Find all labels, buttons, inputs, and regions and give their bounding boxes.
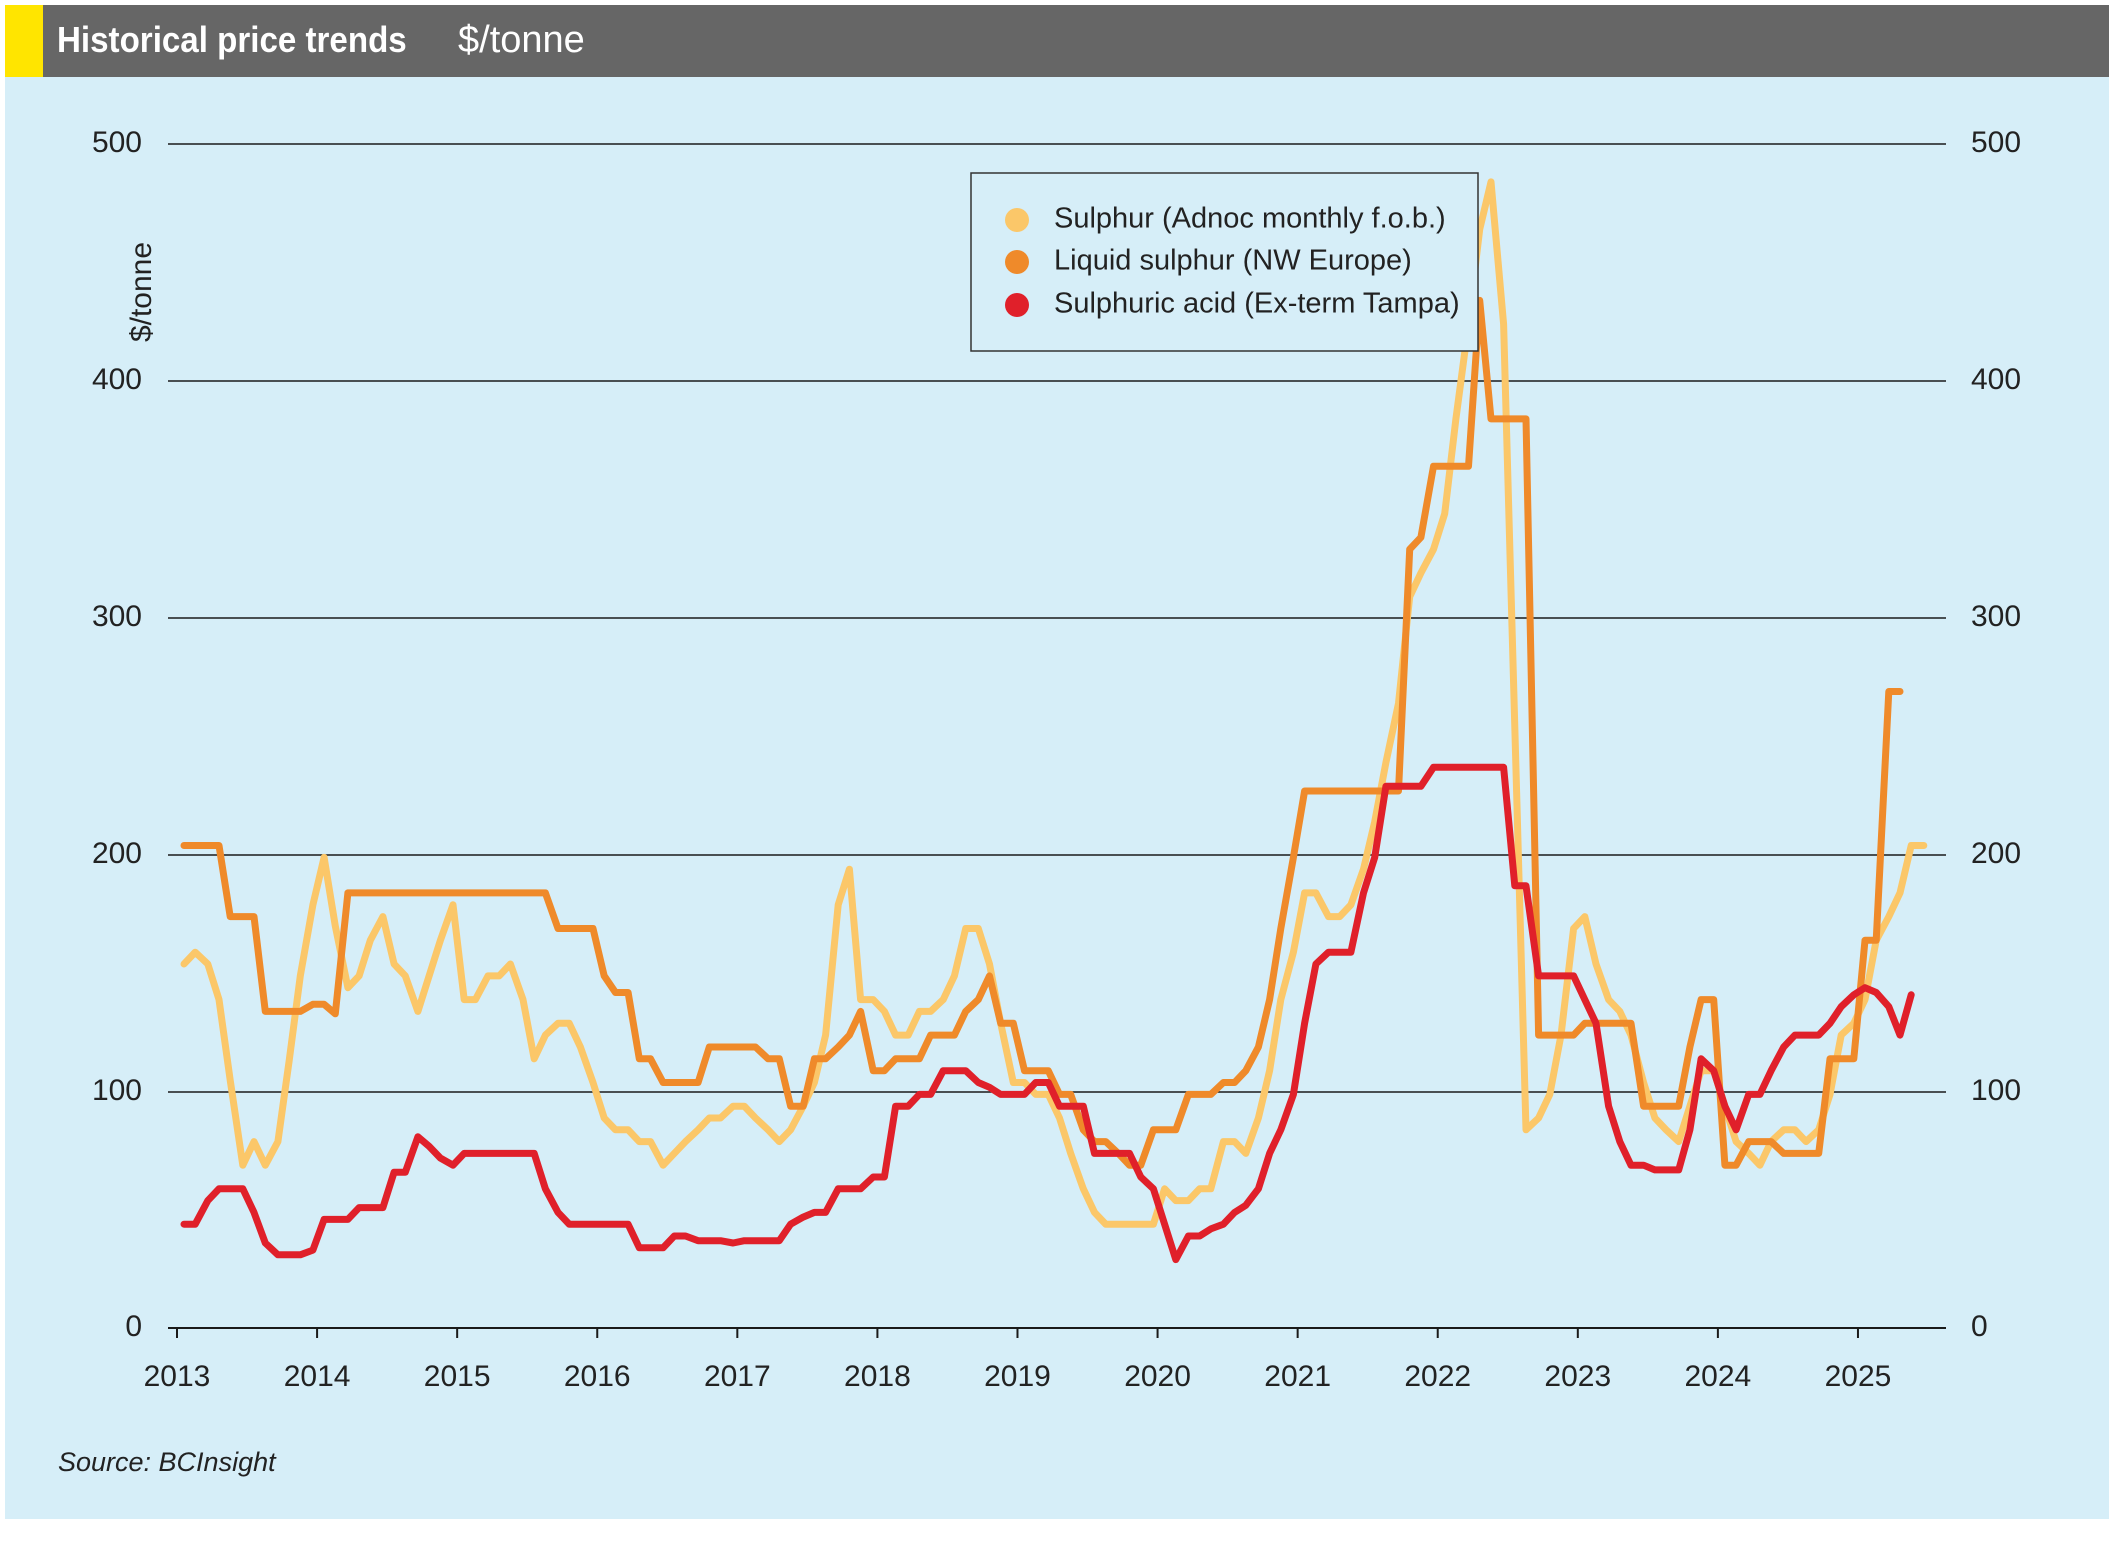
x-axis: 2013 2014 2015 2016 2017 2018 2019 2020 2021 2022… [144,1328,1892,1393]
x-tick-label: 2013 [144,1360,211,1393]
y-tick-label-left: 400 [92,363,142,396]
y-tick-label-left: 0 [125,1310,142,1343]
y-tick-label-right: 0 [1971,1310,1988,1343]
x-tick-label: 2017 [704,1360,771,1393]
x-tick-label: 2015 [424,1360,491,1393]
y-axis-title: $/tonne [125,242,158,342]
x-tick-label: 2020 [1124,1360,1191,1393]
x-tick-label: 2018 [844,1360,911,1393]
y-tick-label-left: 500 [92,126,142,159]
x-tick-label: 2025 [1825,1360,1892,1393]
legend-label-2: Liquid sulphur (NW Europe) [1054,245,1412,277]
chart-header: Historical price trends $/tonne [5,5,2109,77]
legend-label-1: Sulphur (Adnoc monthly f.o.b.) [1054,203,1446,235]
chart-title: Historical price trends [57,19,407,60]
series-line-3 [180,763,1915,1264]
legend-label-3: Sulphuric acid (Ex-term Tampa) [1054,288,1460,320]
legend-marker-3 [1005,293,1029,317]
series-line-2 [180,296,1904,1169]
y-axis-right: 0 100 200 300 400 500 [1971,126,2021,1343]
y-tick-label-right: 200 [1971,837,2021,870]
series-group [180,178,1928,1264]
legend-marker-1 [1005,208,1029,232]
y-tick-label-left: 300 [92,600,142,633]
y-tick-label-left: 200 [92,837,142,870]
x-tick-label: 2021 [1264,1360,1331,1393]
legend-marker-2 [1005,250,1029,274]
y-tick-label-right: 300 [1971,600,2021,633]
legend: Sulphur (Adnoc monthly f.o.b.) Liquid sul… [970,172,1479,352]
x-tick-label: 2014 [284,1360,351,1393]
y-tick-label-right: 400 [1971,363,2021,396]
x-tick-label: 2024 [1685,1360,1752,1393]
y-tick-label-right: 500 [1971,126,2021,159]
x-tick-label: 2023 [1544,1360,1611,1393]
y-tick-label-right: 100 [1971,1074,2021,1107]
source-note: Source: BCInsight [58,1447,277,1477]
x-tick-label: 2022 [1404,1360,1471,1393]
header-accent-bar [5,5,43,77]
legend-box [970,172,1479,352]
y-tick-label-left: 100 [92,1074,142,1107]
x-tick-label: 2016 [564,1360,631,1393]
x-tick-label: 2019 [984,1360,1051,1393]
chart-subtitle: $/tonne [458,19,585,61]
y-axis-left: 0 100 200 300 400 500 [92,126,142,1343]
